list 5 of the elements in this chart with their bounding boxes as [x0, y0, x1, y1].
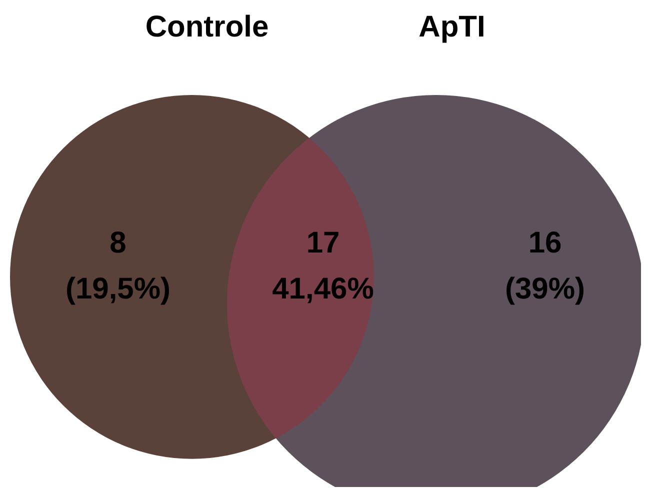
data-label: 8 (19,5%) — [65, 226, 171, 306]
data-label: 16 (39%) — [504, 226, 586, 306]
data-label: 17 41,46% — [272, 226, 374, 306]
category-label: ApTI — [418, 10, 486, 44]
category-label: Controle — [145, 10, 269, 44]
